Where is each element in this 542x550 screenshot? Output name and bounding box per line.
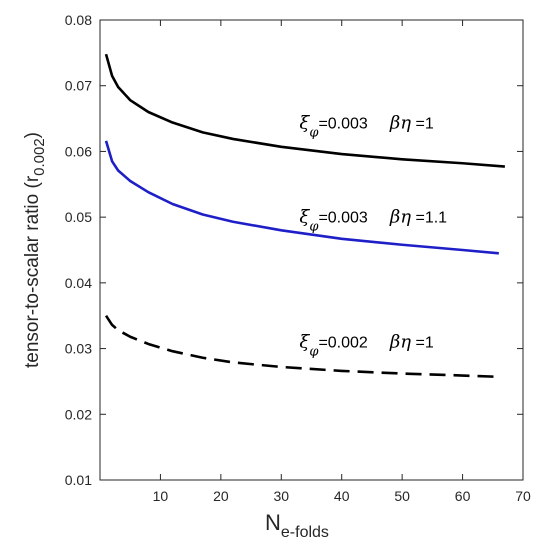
x-axis-label-sub: e-folds [281, 524, 329, 541]
series-line-3 [104, 315, 499, 379]
x-axis-label: Ne-folds [265, 510, 329, 541]
x-tick-label: 60 [455, 488, 471, 504]
series-annotation-2: ξφ=0.003 βη =1.1 [299, 206, 447, 234]
y-axis-label: tensor-to-scalar ratio (r0.002) [22, 132, 48, 368]
series-annotation-3: ξφ=0.002 βη =1 [299, 331, 433, 359]
series-line-2 [104, 140, 499, 255]
x-tick-label: 40 [334, 488, 350, 504]
y-axis-label-main: tensor-to-scalar ratio (r [22, 175, 43, 368]
y-tick-label: 0.01 [65, 472, 92, 488]
x-axis-label-main: N [265, 510, 281, 535]
y-tick-label: 0.02 [65, 406, 92, 422]
x-tick-label: 70 [515, 488, 531, 504]
y-tick-label: 0.05 [65, 209, 92, 225]
x-tick-label: 10 [153, 488, 169, 504]
plot-area [99, 19, 524, 481]
y-tick-label: 0.07 [65, 78, 92, 94]
series-line-1 [104, 53, 505, 168]
x-tick-label: 20 [213, 488, 229, 504]
y-tick-label: 0.03 [65, 341, 92, 357]
y-tick-label: 0.06 [65, 143, 92, 159]
series-annotation-1: ξφ=0.003 βη =1 [299, 112, 433, 140]
x-tick-label: 50 [394, 488, 410, 504]
y-tick-label: 0.08 [65, 12, 92, 28]
x-tick-label: 30 [273, 488, 289, 504]
y-axis-label-close: ) [22, 132, 43, 138]
y-axis-label-sub: 0.002 [31, 138, 48, 176]
y-tick-label: 0.04 [65, 275, 92, 291]
